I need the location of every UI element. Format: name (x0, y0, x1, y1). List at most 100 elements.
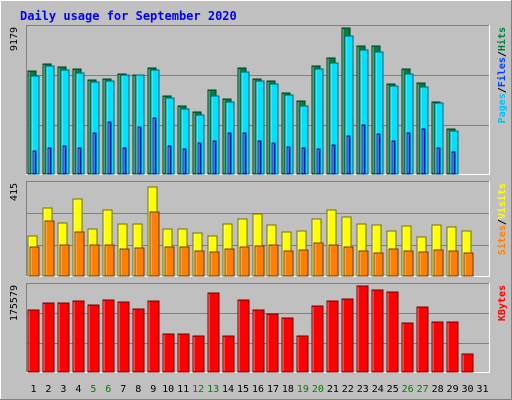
bar-sites-day-26 (403, 250, 414, 277)
bar-kbytes-day-12 (192, 335, 205, 373)
bar-kbytes-day-15 (237, 299, 250, 373)
bar-fill (326, 300, 339, 373)
bar-kbytes-day-23 (356, 285, 369, 373)
series-pages (32, 117, 456, 175)
bar-sites-day-16 (254, 245, 265, 277)
bar-pages-day-19 (301, 147, 306, 175)
bar-kbytes-day-24 (371, 289, 384, 373)
chart-title: Daily usage for September 2020 (20, 9, 237, 23)
bar-sites-day-14 (224, 248, 235, 277)
bar-fill (281, 317, 294, 373)
bar-sites-day-19 (298, 249, 309, 277)
bar-pages-day-18 (286, 146, 291, 175)
bar-fill (134, 247, 145, 277)
series-files (30, 35, 459, 175)
bar-fill (341, 298, 354, 373)
bar-sites-day-23 (358, 250, 369, 277)
x-tick-label: 2 (45, 384, 51, 395)
bar-fill (237, 299, 250, 373)
bar-fill (59, 244, 70, 277)
bar-pages-day-25 (391, 140, 396, 175)
x-tick-label: 14 (222, 384, 234, 395)
bar-fill (252, 309, 265, 373)
bar-fill (72, 300, 85, 373)
bar-sites-day-2 (44, 220, 55, 277)
bar-fill (132, 308, 145, 373)
x-axis-tick-labels: 1 2 3 4 5 6 7 8 9 10 11 12 13 14 15 16 17 18 19 20 21 22 23 24 2… (30, 384, 488, 395)
bar-sites-day-4 (74, 231, 85, 277)
x-tick-label: 30 (462, 384, 474, 395)
bar-sites-day-27 (418, 251, 429, 277)
series-sites (29, 211, 474, 277)
bar-fill (416, 306, 429, 373)
panel-side-label: KBytes (497, 285, 508, 321)
panel-side-label: Pages/Files/Hits (496, 27, 508, 123)
bar-pages-day-4 (77, 147, 82, 175)
side-label-part: / (497, 219, 508, 225)
bar-sites-day-7 (119, 248, 130, 277)
side-label-part: Sites (496, 225, 508, 255)
bar-fill (104, 244, 115, 277)
bar-pages-day-29 (451, 151, 456, 175)
x-tick-label: 10 (162, 384, 174, 395)
x-tick-label: 16 (252, 384, 264, 395)
bar-fill (313, 242, 324, 277)
x-tick-label: 11 (177, 384, 189, 395)
x-tick-label: 26 (402, 384, 414, 395)
side-label-part: Hits (496, 27, 508, 51)
bar-sites-day-5 (89, 244, 100, 277)
x-tick-label: 3 (60, 384, 66, 395)
bar-kbytes-day-29 (446, 321, 459, 373)
bar-fill (192, 335, 205, 373)
bar-kbytes-day-8 (132, 308, 145, 373)
bar-sites-day-22 (343, 246, 354, 277)
bar-sites-day-1 (29, 246, 40, 277)
bar-pages-day-24 (376, 133, 381, 175)
bar-kbytes-day-2 (42, 302, 55, 373)
bar-kbytes-day-6 (102, 299, 115, 373)
bar-kbytes-day-21 (326, 300, 339, 373)
bar-fill (149, 211, 160, 277)
bar-fill (89, 244, 100, 277)
bar-sites-day-9 (149, 211, 160, 277)
bar-fill (446, 321, 459, 373)
bar-fill (57, 302, 70, 373)
bar-fill (224, 248, 235, 277)
bar-fill (461, 353, 474, 373)
bar-fill (388, 248, 399, 277)
bar-fill (386, 291, 399, 373)
bar-pages-day-7 (122, 147, 127, 175)
bar-fill (266, 313, 279, 373)
bar-pages-day-21 (331, 144, 336, 175)
bar-pages-day-11 (182, 148, 187, 175)
bar-sites-day-8 (134, 247, 145, 277)
bar-fill (119, 248, 130, 277)
bar-fill (194, 250, 205, 277)
bar-kbytes-day-30 (461, 353, 474, 373)
bar-pages-day-13 (212, 140, 217, 175)
side-label-part: Pages (497, 93, 508, 123)
bar-kbytes-day-25 (386, 291, 399, 373)
bar-fill (371, 289, 384, 373)
bar-fill (147, 300, 160, 373)
bar-fill (328, 244, 339, 277)
side-label-part: / (497, 87, 508, 93)
bar-sites-day-11 (179, 246, 190, 277)
x-tick-label: 9 (150, 384, 156, 395)
bar-fill (298, 249, 309, 277)
bar-kbytes-day-22 (341, 298, 354, 373)
bar-pages-day-3 (62, 145, 67, 175)
x-tick-label: 1 (30, 384, 36, 395)
y-axis-max-label: 9179 (9, 27, 20, 51)
bar-fill (356, 285, 369, 373)
bar-kbytes-day-16 (252, 309, 265, 373)
bar-fill (42, 302, 55, 373)
bar-fill (418, 251, 429, 277)
bar-kbytes-day-1 (27, 309, 40, 373)
x-tick-label: 31 (476, 384, 488, 395)
bar-pages-day-8 (137, 126, 142, 175)
y-axis-max-label: 175579 (9, 285, 20, 321)
bar-fill (463, 252, 474, 277)
bar-fill (401, 322, 414, 373)
